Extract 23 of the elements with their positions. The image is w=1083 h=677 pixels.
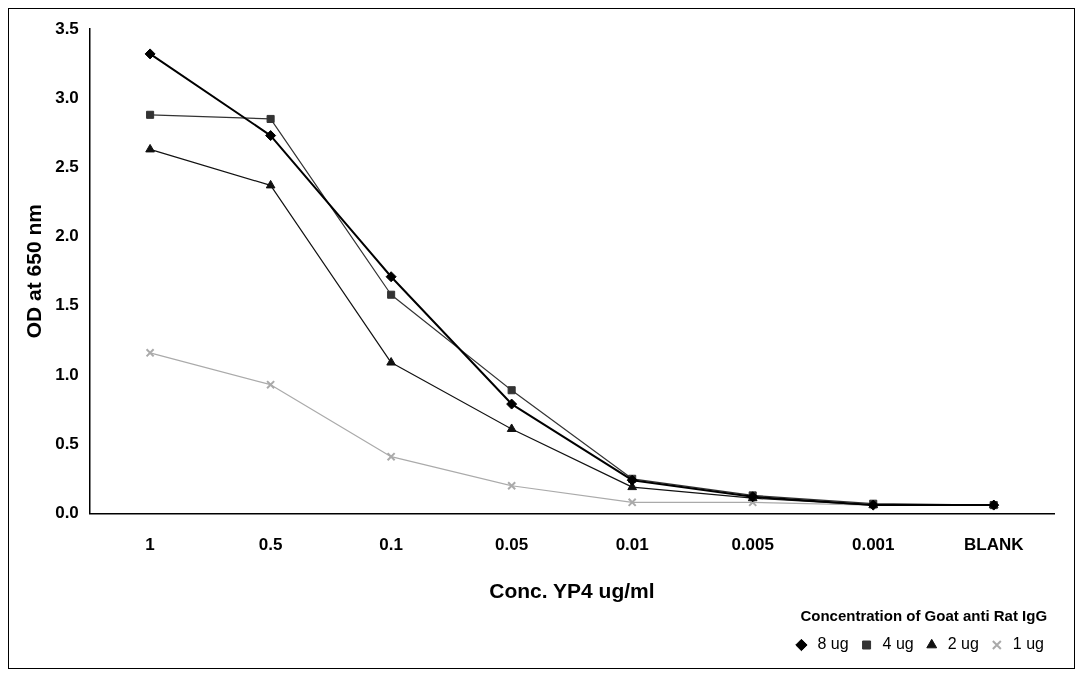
x-tick-label: 0.01	[615, 535, 649, 555]
y-tick-label: 2.0	[55, 226, 79, 246]
y-tick-label: 0.0	[55, 503, 79, 523]
x-tick-label: 0.005	[731, 535, 774, 555]
x-axis-title: Conc. YP4 ug/ml	[489, 579, 655, 603]
y-tick-label: 2.5	[55, 157, 79, 177]
x-tick-label: 1	[145, 535, 155, 555]
x-tick-label: BLANK	[963, 535, 1025, 555]
x-tick-label: 0.05	[495, 535, 529, 555]
y-tick-label: 0.5	[55, 433, 79, 453]
legend-label: 4 ug	[882, 635, 914, 653]
legend-label: 2 ug	[947, 635, 979, 653]
y-tick-label: 3.5	[55, 18, 79, 38]
x-tick-label: 0.5	[258, 535, 283, 555]
legend-label: 8 ug	[817, 635, 849, 653]
y-axis-title: OD at 650 nm	[22, 204, 46, 339]
x-tick-label: 0.001	[851, 535, 895, 555]
y-tick-label: 1.5	[55, 295, 79, 315]
y-tick-label: 3.0	[55, 87, 79, 107]
legend-label: 1 ug	[1012, 635, 1044, 653]
legend-title: Concentration of Goat anti Rat IgG	[800, 606, 1048, 624]
y-tick-label: 1.0	[55, 364, 79, 384]
x-tick-label: 0.1	[379, 535, 403, 555]
